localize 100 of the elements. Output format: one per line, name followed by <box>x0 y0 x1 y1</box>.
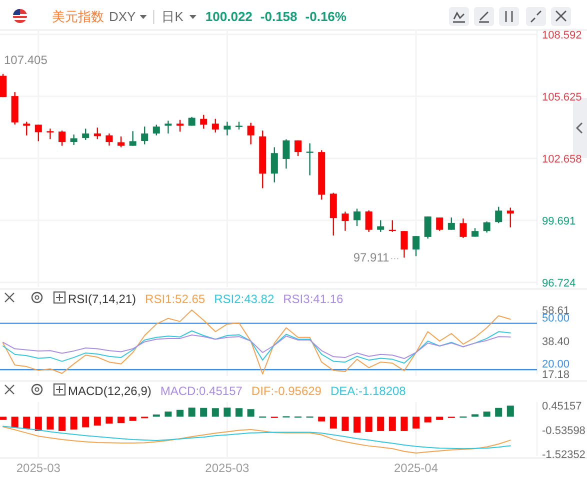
line-series <box>2 310 511 374</box>
text: RSI2:43.82 <box>214 292 274 306</box>
candlestick <box>282 138 290 170</box>
line-series <box>2 426 511 450</box>
candlestick <box>460 218 467 239</box>
bar <box>412 416 420 429</box>
y-tick-label: 17.18 <box>542 369 570 381</box>
y-tick-label: 0.45157 <box>542 400 582 413</box>
text: 100.022 <box>205 9 252 24</box>
y-tick-label: 108.592 <box>542 29 582 42</box>
bar <box>330 416 337 429</box>
bar <box>0 416 6 420</box>
bar <box>388 416 396 431</box>
text: DEA:-1.18208 <box>330 384 406 398</box>
text: RSI3:41.16 <box>283 292 344 306</box>
candlestick <box>247 122 254 145</box>
bar <box>46 416 54 430</box>
candlestick <box>365 210 372 233</box>
bar <box>436 416 444 420</box>
y-tick-label: -1.52352 <box>542 449 586 462</box>
y-tick-label: 38.40 <box>542 336 570 348</box>
candlestick <box>106 132 113 146</box>
candlestick <box>141 126 148 145</box>
bar <box>106 416 113 424</box>
bar <box>70 416 78 430</box>
bar <box>11 416 18 428</box>
candlestick <box>483 220 490 234</box>
bar <box>483 412 490 417</box>
candlestick <box>342 211 349 232</box>
candlestick <box>152 124 160 136</box>
bar <box>200 408 208 417</box>
y-tick-label: 105.625 <box>542 91 582 104</box>
candlestick <box>212 118 219 134</box>
x-tick-label: 2025-03 <box>205 461 250 475</box>
candlestick <box>82 128 90 141</box>
candlestick <box>94 127 101 140</box>
bar <box>82 416 90 428</box>
series-label: MACD:0.45157 <box>160 384 243 398</box>
candlestick <box>176 119 184 132</box>
candlestick <box>224 121 231 136</box>
bar <box>377 416 384 431</box>
bar <box>129 416 136 421</box>
bar <box>354 416 360 433</box>
bar <box>506 406 514 417</box>
y-tick-label: 96.724 <box>542 277 576 290</box>
candlestick <box>448 216 455 230</box>
x-tick-label: 2025-04 <box>394 461 438 475</box>
candlestick <box>400 230 408 258</box>
candlestick <box>70 134 78 146</box>
bar <box>94 416 101 426</box>
candlestick <box>200 114 208 130</box>
bar <box>400 416 408 431</box>
candlestick <box>306 142 314 176</box>
x-tick-label: 2025-03 <box>16 461 61 475</box>
bar <box>318 416 326 422</box>
y-tick-label: -0.53598 <box>542 424 586 437</box>
bar <box>224 408 231 417</box>
line-series <box>2 334 511 360</box>
candlestick <box>129 130 136 146</box>
bar <box>118 416 124 424</box>
candlestick <box>164 120 172 134</box>
annotation: 97.911 <box>353 250 390 265</box>
candlestick <box>495 206 502 224</box>
text: -0.16% <box>305 9 347 24</box>
bar <box>424 416 432 422</box>
chart-subtitle: DXY <box>109 9 136 24</box>
candlestick <box>377 220 384 233</box>
text: 日K <box>162 9 184 24</box>
chart-title: MACD(12,26,9) <box>68 384 152 398</box>
y-tick-label: 102.658 <box>542 153 582 166</box>
candlestick <box>46 128 54 140</box>
bar <box>58 416 66 431</box>
bar <box>212 408 219 417</box>
bar <box>247 409 254 417</box>
line-series <box>2 330 511 364</box>
bar <box>23 416 30 429</box>
bar <box>495 408 502 417</box>
bar <box>164 412 172 417</box>
annotation: 107.405 <box>4 53 48 67</box>
candlestick <box>294 140 302 157</box>
candlestick <box>118 136 124 148</box>
bar <box>365 416 372 432</box>
chart-title: RSI(7,14,21) <box>68 292 136 306</box>
candlestick <box>354 208 360 227</box>
ref-line-label: 20.00 <box>542 358 570 371</box>
candlestick <box>58 130 66 146</box>
candlestick <box>34 124 42 142</box>
line-series <box>2 426 511 454</box>
candlestick <box>436 216 444 232</box>
candlestick <box>23 121 30 136</box>
bar <box>236 408 242 417</box>
bar <box>176 410 184 417</box>
bar <box>188 408 196 417</box>
bar <box>34 416 42 431</box>
candlestick <box>270 146 278 183</box>
text: -0.158 <box>260 9 298 24</box>
series-label: RSI1:52.65 <box>145 292 206 306</box>
candlestick <box>412 235 420 257</box>
bar <box>342 416 349 431</box>
text: DIF:-0.95629 <box>251 384 322 398</box>
